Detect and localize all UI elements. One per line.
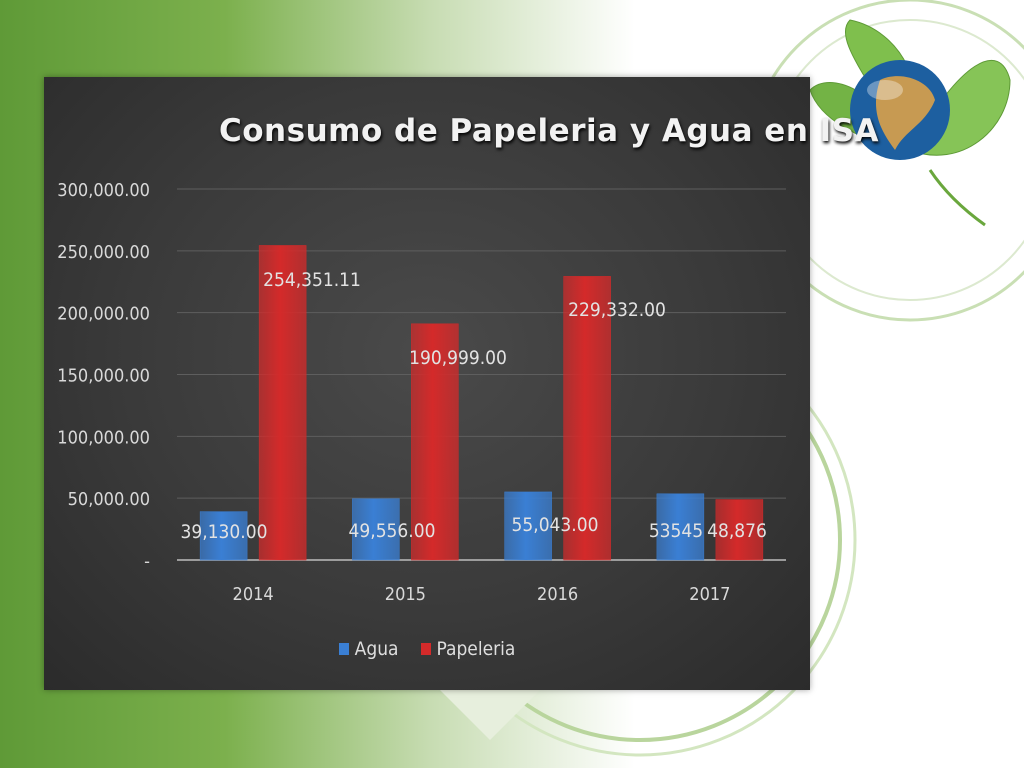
chart-legend: Agua Papeleria [44,638,810,660]
data-label-agua-2014: 39,130.00 [181,521,268,543]
bar-agua-2014 [199,511,248,561]
legend-label-papeleria: Papeleria [436,638,516,660]
leaf-stem-icon [928,169,986,227]
bar-agua-2017 [656,493,705,561]
y-tick-label: 250,000.00 [57,242,150,263]
chart-plot: - 50,000.00 100,000.00 150,000.00 200,000.00… [57,180,786,605]
legend-label-agua: Agua [354,638,399,660]
data-label-papeleria-2016: 229,332.00 [568,299,666,321]
legend-item-papeleria: Papeleria [420,638,516,660]
y-tick-label: 50,000.00 [68,489,150,510]
bar-agua-2015 [352,498,400,561]
data-label-agua-2015: 49,556.00 [349,520,436,542]
legend-item-agua: Agua [338,638,399,660]
y-tick-label: 150,000.00 [57,366,150,387]
data-label-agua-2016: 55,043.00 [512,514,599,536]
x-tick-label: 2016 [537,584,578,605]
y-tick-label: - [144,551,150,572]
data-label-papeleria-2014: 254,351.11 [263,269,361,291]
legend-swatch-agua [338,643,349,655]
x-tick-label: 2017 [689,584,730,605]
bar-papeleria-2017 [715,499,764,561]
globe-highlight-icon [867,80,903,100]
y-tick-label: 200,000.00 [57,304,150,325]
legend-swatch-papeleria [420,643,431,655]
bar-agua-2016 [504,491,552,561]
chart-panel: Consumo de Papeleria y Agua en ISA - 50,0… [44,77,880,690]
bar-papeleria-2015 [411,323,459,561]
bar-papeleria-2016 [563,276,611,561]
y-tick-label: 300,000.00 [57,180,150,201]
y-tick-label: 100,000.00 [57,427,150,448]
data-label-papeleria-2017: 48,876 [707,520,767,542]
bar-papeleria-2014 [258,245,307,561]
x-tick-label: 2015 [385,584,426,605]
x-tick-label: 2014 [233,584,274,605]
data-label-papeleria-2015: 190,999.00 [409,347,507,369]
leaf-globe-logo [809,19,1011,227]
data-label-agua-2017: 53545 [649,520,703,542]
deco-speech-tail [440,690,540,740]
chart-title: Consumo de Papeleria y Agua en ISA [219,113,880,149]
globe-land-icon [875,76,935,150]
